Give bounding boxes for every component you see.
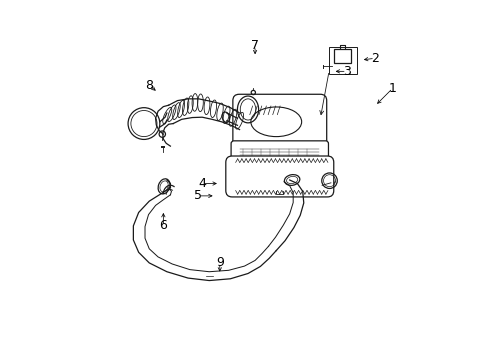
FancyBboxPatch shape bbox=[225, 156, 333, 197]
FancyBboxPatch shape bbox=[333, 49, 350, 63]
Text: 8: 8 bbox=[145, 79, 153, 92]
Bar bbox=[328, 48, 356, 74]
FancyBboxPatch shape bbox=[232, 94, 326, 153]
Text: 7: 7 bbox=[250, 40, 259, 53]
Text: 5: 5 bbox=[194, 189, 202, 202]
FancyBboxPatch shape bbox=[231, 141, 328, 171]
Text: 9: 9 bbox=[215, 256, 224, 269]
Text: 4: 4 bbox=[198, 177, 205, 190]
Text: 6: 6 bbox=[159, 219, 167, 232]
Text: 1: 1 bbox=[388, 82, 396, 95]
Text: 3: 3 bbox=[342, 65, 350, 78]
Text: 2: 2 bbox=[370, 52, 378, 65]
